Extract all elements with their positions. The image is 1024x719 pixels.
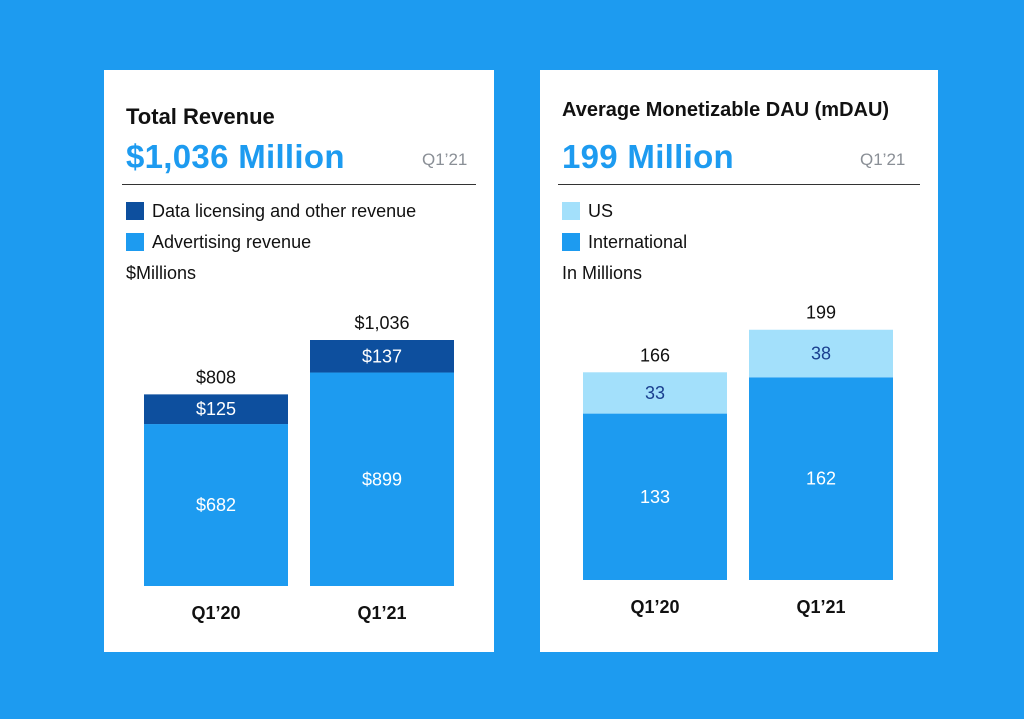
revenue-bar-advertising-revenue-1 xyxy=(144,424,288,586)
dau-bar-international-2 xyxy=(749,377,893,580)
legend-item-data-licensing: Data licensing and other revenue xyxy=(126,201,416,221)
revenue-bar-label-data-licensing-and-other-revenue-1: $125 xyxy=(196,399,236,419)
dau-bar-label-us-1: 33 xyxy=(645,383,665,403)
revenue-divider xyxy=(122,184,476,185)
revenue-bar-label-data-licensing-and-other-revenue-2: $137 xyxy=(362,346,402,366)
dau-period: Q1’21 xyxy=(860,150,906,169)
revenue-title: Total Revenue xyxy=(126,104,275,129)
revenue-category-label-1: Q1’20 xyxy=(191,603,240,623)
legend-swatch-advertising xyxy=(126,233,144,251)
revenue-card: Total Revenue $1,036 Million Q1’21 Data … xyxy=(104,70,494,652)
revenue-bar-data-licensing-and-other-revenue-2 xyxy=(310,340,454,373)
revenue-bar-data-licensing-and-other-revenue-1 xyxy=(144,394,288,425)
dau-unit-label: In Millions xyxy=(562,263,643,283)
revenue-headline: $1,036 Million xyxy=(126,138,345,175)
legend-item-advertising: Advertising revenue xyxy=(126,232,311,252)
revenue-category-label-2: Q1’21 xyxy=(357,603,406,623)
revenue-bar-label-advertising-revenue-1: $682 xyxy=(196,495,236,515)
legend-label-us: US xyxy=(588,200,614,221)
revenue-chart: $682 $125 $808 Q1’20 $899 $137 $1,036 Q1’21 xyxy=(144,313,454,623)
dau-title: Average Monetizable DAU (mDAU) xyxy=(562,99,890,121)
legend-swatch-us xyxy=(562,202,580,220)
revenue-bar-label-advertising-revenue-2: $899 xyxy=(362,469,402,489)
legend-label-data-licensing: Data licensing and other revenue xyxy=(152,200,417,221)
revenue-total-label-2: $1,036 xyxy=(354,313,409,333)
dau-bar-label-international-2: 162 xyxy=(806,469,836,489)
dau-category-label-2: Q1’21 xyxy=(796,597,845,617)
dau-card: Average Monetizable DAU (mDAU) 199 Milli… xyxy=(540,70,938,652)
legend-swatch-data-licensing xyxy=(126,202,144,220)
dau-bar-us-1 xyxy=(583,372,727,414)
dau-category-label-1: Q1’20 xyxy=(630,597,679,617)
dau-bar-international-1 xyxy=(583,413,727,580)
revenue-unit-label: $Millions xyxy=(126,263,197,283)
dau-bar-label-international-1: 133 xyxy=(640,487,670,507)
dau-total-label-1: 166 xyxy=(640,345,670,365)
dau-bar-us-2 xyxy=(749,329,893,378)
legend-item-international: International xyxy=(562,232,687,252)
dau-chart: 133 33 166 Q1’20 162 38 199 Q1’21 xyxy=(583,303,893,617)
revenue-total-label-1: $808 xyxy=(196,367,236,387)
dau-bar-label-us-2: 38 xyxy=(811,344,831,364)
legend-label-international: International xyxy=(588,231,688,252)
revenue-bar-advertising-revenue-2 xyxy=(310,372,454,586)
legend-item-us: US xyxy=(562,201,613,221)
dau-divider xyxy=(558,184,920,185)
revenue-period: Q1’21 xyxy=(422,150,468,169)
dau-total-label-2: 199 xyxy=(806,303,836,323)
legend-swatch-international xyxy=(562,233,580,251)
dau-headline: 199 Million xyxy=(562,138,735,175)
legend-label-advertising: Advertising revenue xyxy=(152,231,312,252)
